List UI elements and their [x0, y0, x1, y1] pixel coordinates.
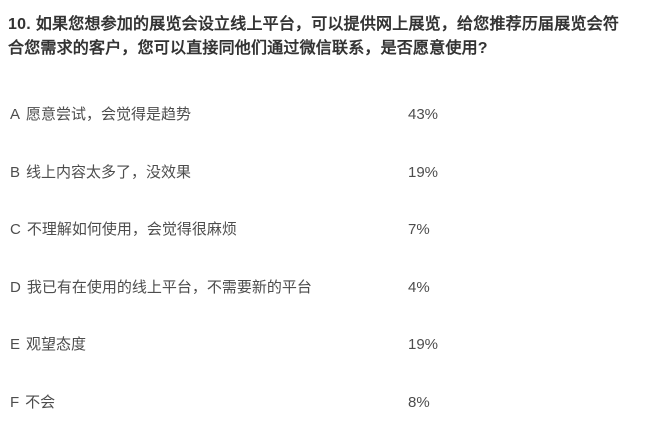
question-text: 如果您想参加的展览会设立线上平台，可以提供网上展览，给您推荐历届展览会符合您需求… — [8, 16, 620, 57]
option-letter: F — [10, 393, 20, 411]
option-row-e: E 观望态度 19% — [10, 335, 650, 393]
option-percent: 7% — [408, 221, 430, 238]
option-text: 不理解如何使用，会觉得很麻烦 — [26, 221, 237, 238]
option-label: B 线上内容太多了，没效果 — [10, 163, 408, 182]
option-percent: 19% — [408, 336, 439, 353]
option-letter: A — [10, 106, 21, 123]
option-letter: D — [10, 278, 21, 296]
option-text: 愿意尝试，会觉得是趋势 — [26, 106, 192, 123]
option-row-b: B 线上内容太多了，没效果 19% — [10, 163, 650, 221]
option-letter: B — [10, 163, 21, 181]
option-percent: 8% — [408, 393, 430, 411]
option-percent: 4% — [408, 278, 430, 296]
options-list: A 愿意尝试，会觉得是趋势 43% B 线上内容太多了，没效果 19% C 不理解如何… — [0, 105, 650, 432]
option-letter: E — [10, 336, 21, 353]
option-label: D 我已有在使用的线上平台，不需要新的平台 — [10, 278, 408, 297]
option-text: 线上内容太多了，没效果 — [26, 163, 192, 181]
option-text: 不会 — [25, 393, 56, 411]
option-letter: C — [10, 221, 21, 238]
option-text: 观望态度 — [26, 336, 87, 353]
option-row-a: A 愿意尝试，会觉得是趋势 43% — [10, 105, 650, 163]
option-label: C 不理解如何使用，会觉得很麻烦 — [10, 220, 408, 239]
option-label: E 观望态度 — [10, 335, 408, 354]
option-text: 我已有在使用的线上平台，不需要新的平台 — [26, 278, 312, 296]
option-row-f: F 不会 8% — [10, 393, 650, 432]
option-percent: 19% — [408, 163, 439, 181]
option-label: F 不会 — [10, 393, 408, 412]
question-title: 10. 如果您想参加的展览会设立线上平台，可以提供网上展览，给您推荐历届展览会符合… — [0, 0, 622, 61]
question-number: 10. — [8, 16, 31, 33]
option-row-d: D 我已有在使用的线上平台，不需要新的平台 4% — [10, 278, 650, 336]
option-label: A 愿意尝试，会觉得是趋势 — [10, 105, 408, 124]
option-percent: 43% — [408, 106, 439, 123]
option-row-c: C 不理解如何使用，会觉得很麻烦 7% — [10, 220, 650, 278]
